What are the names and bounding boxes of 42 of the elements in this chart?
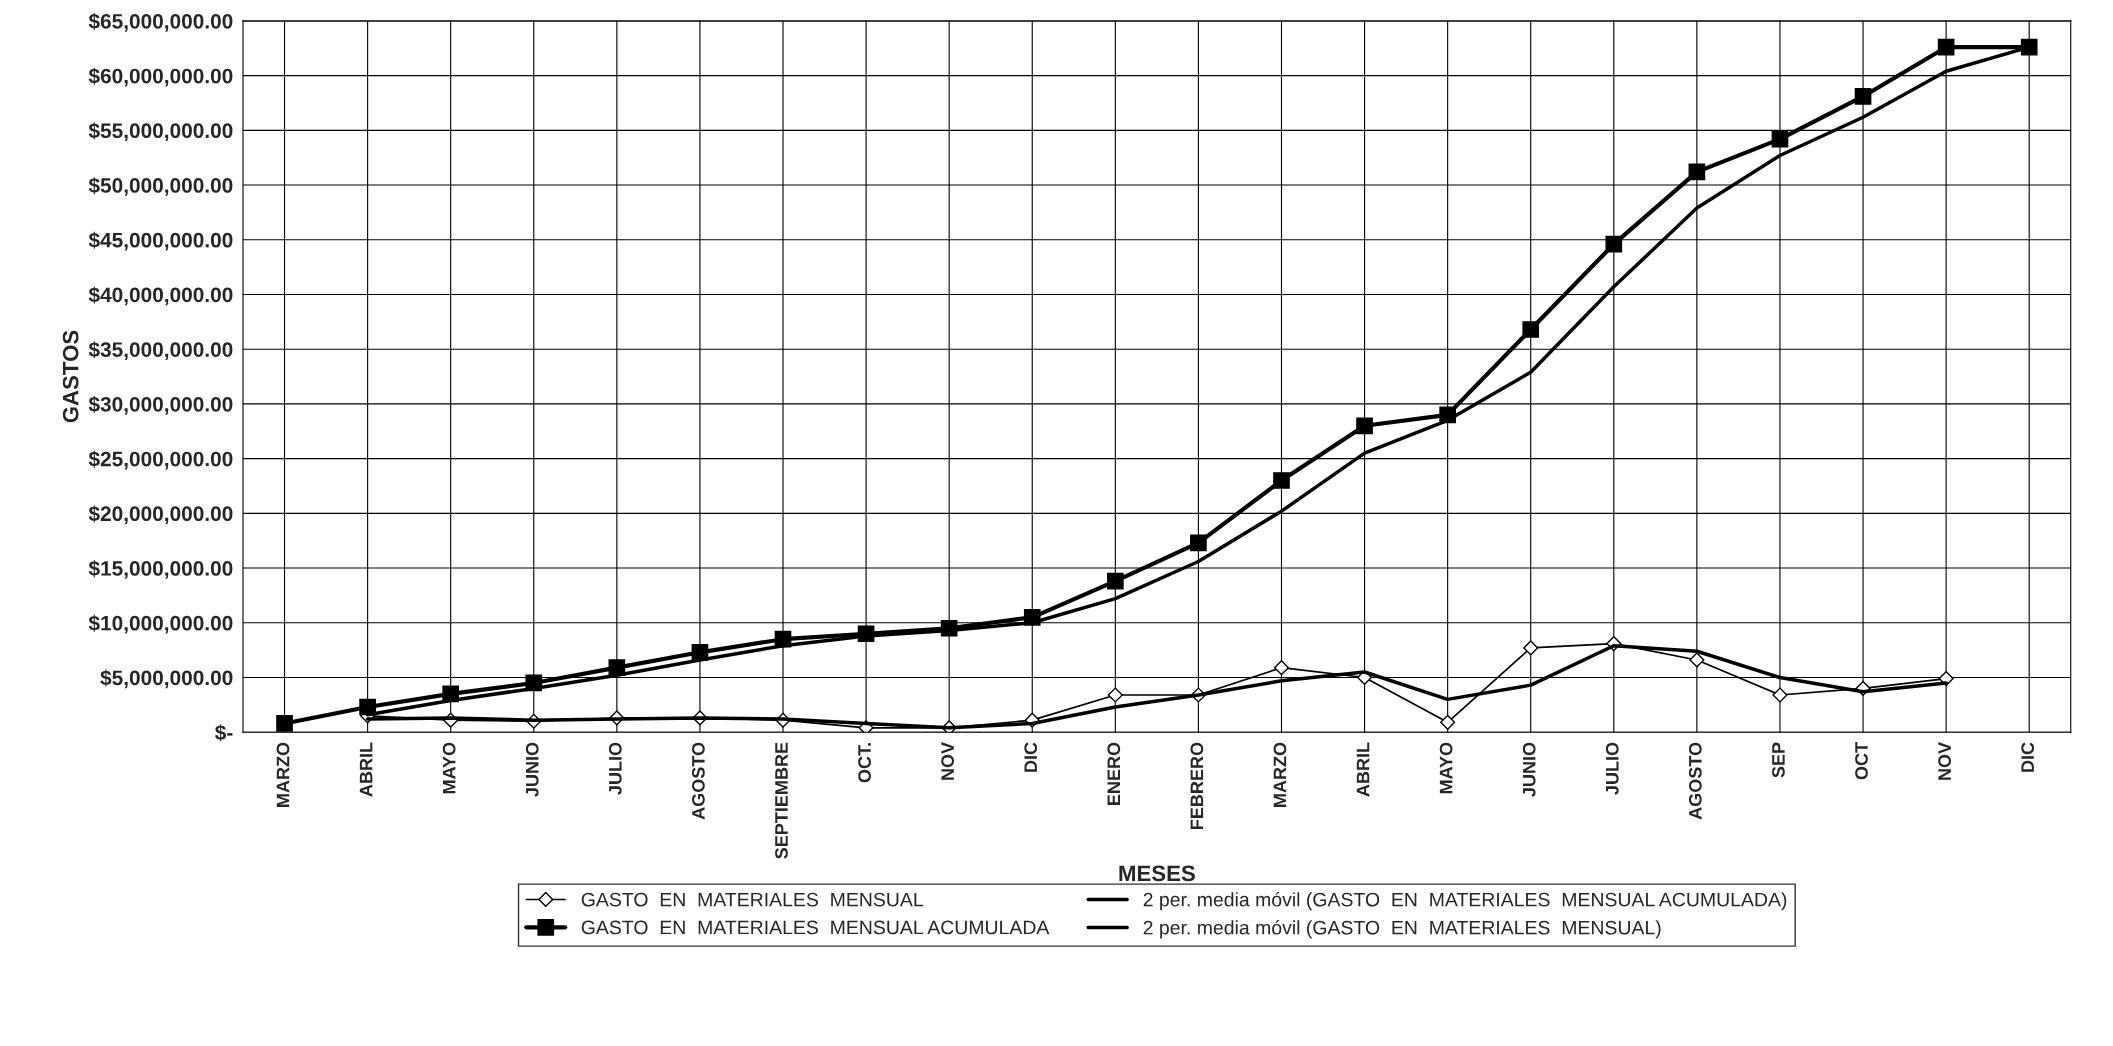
- x-tick-label: MARZO: [1273, 742, 1287, 807]
- x-tick-label: ABRIL: [1356, 742, 1370, 797]
- x-tick-label: AGOSTO: [1688, 742, 1702, 820]
- x-tick-label: OCT.: [858, 743, 871, 783]
- x-tick-label: FEBRERO: [1190, 742, 1204, 829]
- x-tick-label: MAYO: [1439, 742, 1453, 794]
- x-tick-label: SEP: [1772, 742, 1785, 778]
- x-tick-label: MARZO: [276, 742, 290, 807]
- y-tick-label: $10,000,000.00: [88, 614, 233, 634]
- y-tick-label: $15,000,000.00: [88, 560, 233, 579]
- x-tick-label: DIC: [1024, 742, 1038, 772]
- legend-label: 2 per. media móvil (GASTO EN MATERIALES MENSUAL ACUMULADA): [1143, 891, 1787, 911]
- x-tick-label: ABRIL: [359, 742, 373, 797]
- x-tick-label: OCT: [1855, 742, 1868, 780]
- legend-label: GASTO EN MATERIALES MENSUAL: [581, 892, 924, 907]
- y-tick-label: $50,000,000.00: [88, 177, 233, 196]
- y-tick-label: $45,000,000.00: [88, 231, 233, 251]
- legend-label: 2 per. media móvil (GASTO EN MATERIALES MENSUAL): [1143, 920, 1661, 939]
- y-tick-label: $60,000,000.00: [88, 67, 233, 87]
- x-tick-label: NOV: [941, 742, 955, 780]
- y-tick-label: $40,000,000.00: [88, 286, 233, 306]
- y-tick-label: $5,000,000.00: [100, 669, 233, 689]
- y-tick-label: $35,000,000.00: [88, 341, 233, 360]
- y-tick-label: $30,000,000.00: [88, 396, 233, 415]
- x-tick-label: JUNIO: [525, 742, 539, 797]
- y-tick-label: $20,000,000.00: [88, 505, 233, 525]
- legend-label: GASTO EN MATERIALES MENSUAL ACUMULADA: [581, 920, 1050, 935]
- y-tick-label: $25,000,000.00: [88, 450, 233, 470]
- x-tick-label: DIC: [2021, 742, 2035, 772]
- y-tick-label: $65,000,000.00: [88, 13, 233, 32]
- x-tick-label: NOV: [1938, 742, 1951, 780]
- x-tick-label: AGOSTO: [691, 742, 705, 820]
- x-axis-title: MESES: [1119, 865, 1195, 882]
- x-tick-label: JULIO: [1605, 742, 1619, 795]
- y-axis-title: GASTOS: [62, 330, 79, 423]
- x-tick-label: MAYO: [442, 742, 456, 794]
- y-tick-label: $55,000,000.00: [88, 122, 233, 142]
- x-tick-label: JUNIO: [1522, 742, 1536, 797]
- y-tick-label: $-: [215, 724, 233, 742]
- x-tick-label: JULIO: [608, 742, 622, 795]
- x-tick-label: ENERO: [1107, 742, 1121, 805]
- x-tick-label: SEPTIEMBRE: [775, 742, 788, 859]
